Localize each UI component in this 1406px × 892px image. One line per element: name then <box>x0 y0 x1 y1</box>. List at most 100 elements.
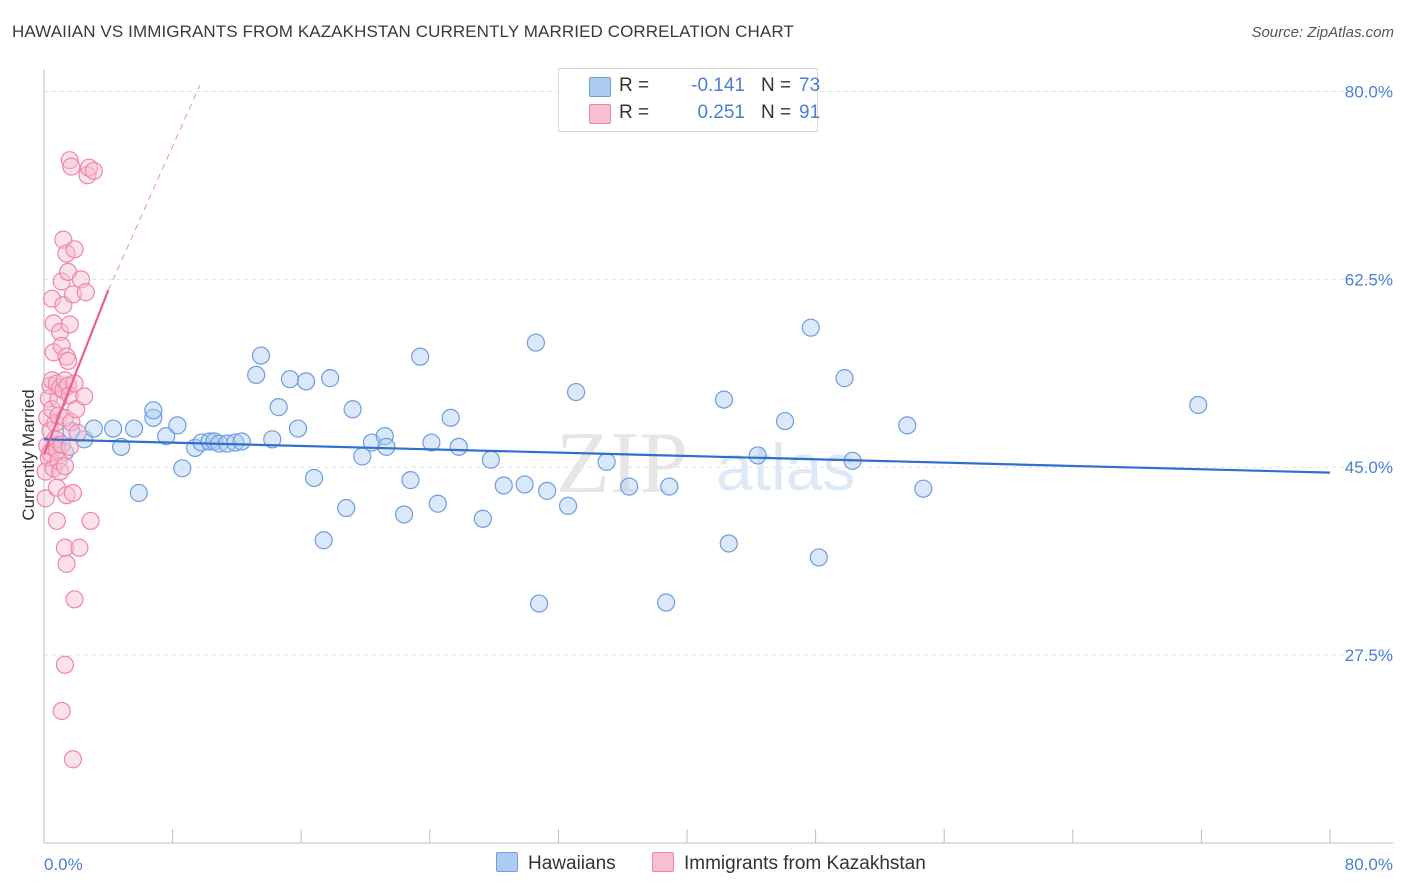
hawaiian-point <box>251 346 271 365</box>
kazakhstan-point <box>76 283 95 302</box>
blue-swatch <box>496 852 518 872</box>
hawaiian-point <box>337 498 356 518</box>
kazakhstan-point <box>75 387 94 406</box>
kazakhstan-point <box>63 483 83 503</box>
hawaiian-point <box>104 419 123 438</box>
kazakhstan-point <box>55 538 74 557</box>
kazakhstan-point <box>52 272 71 291</box>
hawaiian-point <box>314 531 333 550</box>
y-tick-label: 45.0% <box>1345 458 1393 477</box>
hawaiians-trend-line <box>43 438 1331 474</box>
pink-swatch <box>589 104 611 124</box>
hawaiian-point <box>801 318 820 337</box>
kazakhstan-point <box>55 457 74 476</box>
hawaiian-point <box>288 419 308 438</box>
kazakhstan-point <box>67 400 86 419</box>
kazakhstan-point <box>50 462 70 481</box>
hawaiian-point <box>173 459 192 478</box>
n-label: N = <box>761 102 792 123</box>
hawaiian-point <box>168 416 187 435</box>
hawaiian-point <box>84 419 103 438</box>
kazakhstan-point <box>50 322 70 342</box>
hawaiian-point <box>620 477 639 496</box>
kazakhstan-point <box>57 554 76 573</box>
hawaiian-point <box>304 468 324 488</box>
hawaiian-point <box>719 534 738 553</box>
n-value: 91 <box>799 102 821 123</box>
hawaiian-point <box>411 347 430 366</box>
hawaiian-point <box>280 370 300 389</box>
hawaiian-point <box>428 494 447 513</box>
kazakhstan-point <box>55 655 74 674</box>
hawaiian-point <box>124 419 144 438</box>
legend-label: Hawaiians <box>528 853 616 874</box>
trend-lines <box>42 84 1331 474</box>
kazakhstan-point <box>47 511 66 531</box>
kazakhstan-point <box>79 158 99 177</box>
hawaiian-point <box>657 593 676 612</box>
hawaiian-point <box>1189 395 1208 415</box>
kazakhstan-point <box>42 289 62 308</box>
kazakhstan-point <box>70 538 89 557</box>
kazakhstan-point <box>84 161 103 181</box>
hawaiian-point <box>401 471 420 490</box>
watermark-atlas: atlas <box>716 430 855 504</box>
hawaiian-point <box>775 411 795 431</box>
legend-item-hawaiians: Hawaiians <box>496 852 616 875</box>
hawaiian-point <box>835 369 854 388</box>
kazakhstan-point <box>81 511 100 531</box>
n-value: 73 <box>799 75 821 96</box>
kazakhstan-point <box>60 437 79 456</box>
kazakhstan-point <box>36 489 55 508</box>
y-tick-label: 27.5% <box>1345 646 1393 665</box>
kazakhstan-point <box>68 423 87 442</box>
correlation-legend: R = -0.141 N = 73 R = 0.251 N = 91 <box>558 68 821 132</box>
hawaiian-point <box>144 401 163 420</box>
kazakhstan-point <box>63 750 83 769</box>
r-value: -0.141 <box>691 75 745 96</box>
hawaiian-point <box>343 400 362 419</box>
hawaiian-point <box>494 476 513 495</box>
tick-labels: 27.5% 45.0% 62.5% 80.0% 0.0% 80.0% <box>44 82 1393 874</box>
hawaiian-point <box>809 548 828 567</box>
r-value: 0.251 <box>697 102 745 123</box>
x-tick-label: 80.0% <box>1345 855 1393 874</box>
n-label: N = <box>761 75 792 96</box>
kazakhstan-trend-extension <box>107 84 201 291</box>
chart-title: HAWAIIAN VS IMMIGRANTS FROM KAZAKHSTAN C… <box>12 22 794 41</box>
source-credit: Source: ZipAtlas.com <box>1251 24 1394 41</box>
hawaiian-point <box>269 398 288 417</box>
hawaiian-point <box>530 594 549 613</box>
hawaiian-point <box>129 483 148 503</box>
hawaiian-point <box>748 446 767 465</box>
y-axis-label: Currently Married <box>19 389 38 520</box>
hawaiian-point <box>422 433 441 452</box>
hawaiian-point <box>144 408 163 427</box>
hawaiian-point <box>660 477 679 496</box>
watermark-zip: ZIP <box>556 415 688 512</box>
hawaiian-point <box>449 437 468 456</box>
hawaiian-point <box>321 369 340 388</box>
hawaiian-point <box>898 416 917 435</box>
hawaiian-point <box>714 390 734 409</box>
y-tick-label: 62.5% <box>1345 270 1393 289</box>
hawaiian-point <box>232 432 251 451</box>
kazakhstan-point <box>59 351 78 371</box>
r-label: R = <box>619 75 650 96</box>
r-label: R = <box>619 102 650 123</box>
axes <box>43 70 1393 844</box>
kazakhstan-point <box>52 336 71 356</box>
hawaiian-point <box>914 479 933 498</box>
hawaiian-point <box>441 408 460 427</box>
kazakhstan-point <box>60 151 79 170</box>
kazakhstan-trend-line <box>42 289 110 455</box>
hawaiian-point <box>526 333 545 352</box>
blue-swatch <box>589 77 611 97</box>
hawaiian-point <box>473 509 492 528</box>
kazakhstan-points <box>36 151 103 769</box>
hawaiian-point <box>566 382 586 402</box>
hawaiians-points <box>47 318 1208 613</box>
pink-swatch <box>652 852 674 872</box>
hawaiian-point <box>247 365 266 385</box>
